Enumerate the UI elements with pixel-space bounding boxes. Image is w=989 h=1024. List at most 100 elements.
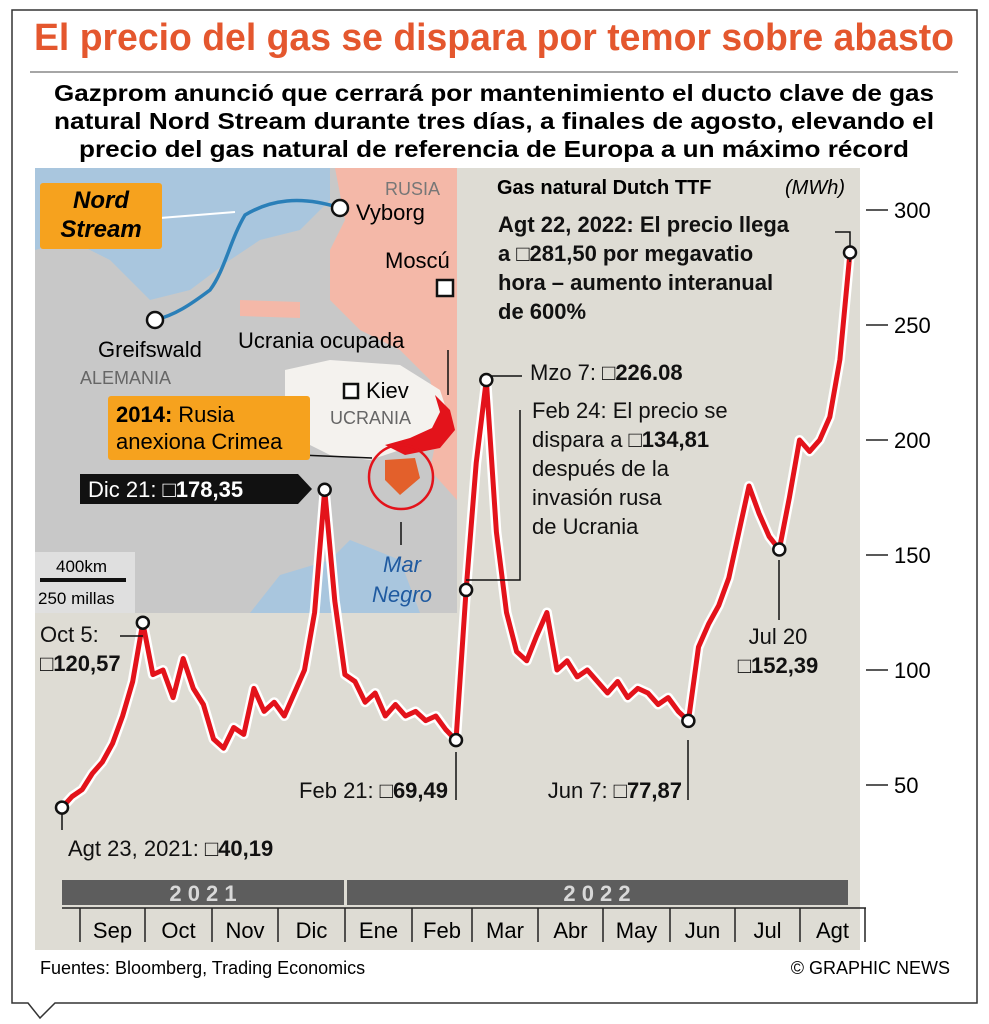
- month-label: Jun: [685, 918, 720, 943]
- annotation-value: □77,87: [614, 778, 682, 803]
- russia: [330, 168, 457, 500]
- month-label: Dic: [296, 918, 328, 943]
- annotation-value: □40,19: [205, 836, 273, 861]
- annotation-value: □281,50: [516, 241, 597, 266]
- y-tick-label: 50: [894, 773, 918, 798]
- annotation-dot: [842, 245, 858, 260]
- title: El precio del gas se dispara por temor s…: [34, 17, 954, 59]
- annotation-text: Oct 5:: [40, 622, 99, 647]
- year-bar: [62, 880, 344, 905]
- annotation-value: □120,57: [40, 651, 121, 676]
- annotation-text: hora – aumento interanual: [498, 270, 773, 295]
- annotation-text: de 600%: [498, 299, 586, 324]
- source: Fuentes: Bloomberg, Trading Economics: [40, 958, 365, 978]
- annotation-value: □69,49: [380, 778, 448, 803]
- month-label: Mar: [486, 918, 524, 943]
- month-label: Feb: [423, 918, 461, 943]
- map-label: Vyborg: [356, 200, 425, 225]
- subtitle: precio del gas natural de referencia de …: [79, 136, 909, 162]
- annotation-dot: [54, 800, 70, 815]
- annotation-line: Dic 21: □178,35: [88, 477, 243, 502]
- month-label: Sep: [93, 918, 132, 943]
- annotation-text: Feb 24: El precio se: [532, 398, 728, 423]
- annotation-text: Jul 20: [749, 624, 808, 649]
- callout-text: Nord: [73, 187, 130, 214]
- leader: [299, 454, 373, 459]
- annotation-text: Agt 22, 2022: El precio llega: [498, 212, 790, 237]
- annotation-value: □152,39: [738, 653, 819, 678]
- annotation-line: Agt 23, 2021: □40,19: [68, 836, 273, 861]
- y-tick-label: 150: [894, 543, 931, 568]
- annotation-dot: [317, 482, 332, 498]
- y-tick-label: 200: [894, 428, 931, 453]
- year-label: 2 0 2 2: [563, 881, 630, 906]
- callout-text: 2014: Rusia: [116, 402, 235, 427]
- annotation-line: Mzo 7: □226.08: [530, 360, 683, 385]
- map-label: Moscú: [385, 248, 450, 273]
- occupied-area: [385, 395, 455, 455]
- annotation-line: □152,39: [738, 653, 819, 678]
- sea-label: Negro: [372, 582, 432, 607]
- scale-label: 400km: [56, 557, 107, 576]
- annotation-value: □134,81: [629, 427, 710, 452]
- annotation-text: Jun 7:: [548, 778, 608, 803]
- scale-bar: [40, 578, 126, 582]
- annotation-line: a □281,50 por megavatio: [498, 241, 753, 266]
- city-marker: [330, 198, 350, 218]
- map-label: Greifswald: [98, 337, 202, 362]
- crimea-circle: [367, 443, 435, 511]
- annotation-text: por megavatio: [603, 241, 753, 266]
- annotation-dot: [458, 582, 474, 598]
- annotation-text: dispara a: [532, 427, 623, 452]
- city-marker: [145, 310, 165, 330]
- crimea: [385, 458, 420, 495]
- month-label: Agt: [816, 918, 849, 943]
- ukraine: [285, 360, 450, 460]
- year-bar: [347, 880, 848, 905]
- annotation-dot: [135, 615, 151, 630]
- callout-box: [40, 183, 162, 249]
- callout-text: Rusia: [178, 402, 235, 427]
- annotation-text: Mzo 7:: [530, 360, 596, 385]
- callout-box: [108, 396, 310, 460]
- chart-title: Gas natural Dutch TTF: [497, 177, 711, 199]
- annotation-text: invasión rusa: [532, 485, 662, 510]
- annotation-dot: [772, 542, 787, 557]
- map-label: Ucrania ocupada: [238, 328, 405, 353]
- annotation-line: Feb 21: □69,49: [299, 778, 448, 803]
- leader: [159, 211, 236, 219]
- month-label: Jul: [753, 918, 781, 943]
- month-label: Nov: [225, 918, 264, 943]
- map-label: RUSIA: [385, 179, 440, 199]
- annotation-text: a: [498, 241, 511, 266]
- month-label: Abr: [553, 918, 587, 943]
- annotation-value: □226.08: [602, 360, 683, 385]
- annotation-dot: [681, 713, 696, 729]
- annotation-text: de Ucrania: [532, 514, 639, 539]
- y-tick-label: 100: [894, 658, 931, 683]
- map-label: Kiev: [366, 378, 409, 403]
- map-label: UCRANIA: [330, 408, 411, 428]
- annotation-text: después de la: [532, 456, 670, 481]
- callout-arrow: [80, 474, 312, 504]
- capital-marker: [342, 382, 360, 400]
- annotation-line: Jun 7: □77,87: [548, 778, 682, 803]
- month-label: Ene: [359, 918, 398, 943]
- kaliningrad: [240, 300, 300, 318]
- month-label: Oct: [161, 918, 195, 943]
- subtitle: Gazprom anunció que cerrará por mantenim…: [54, 80, 934, 106]
- map: RUSIA Vyborg Moscú Greifswald Ucrania oc…: [35, 168, 457, 613]
- month-label: May: [616, 918, 658, 943]
- annotation-line: dispara a □134,81: [532, 427, 709, 452]
- unit-label: (MWh): [785, 177, 845, 199]
- credit: © GRAPHIC NEWS: [791, 958, 950, 978]
- annotation-dot: [448, 732, 464, 748]
- pipeline: [154, 198, 341, 322]
- callout-year: 2014:: [116, 402, 172, 427]
- leader: [466, 410, 521, 581]
- annotation-value: □178,35: [162, 477, 243, 502]
- annotation-dot: [479, 372, 494, 388]
- annotation-line: □120,57: [40, 651, 121, 676]
- annotation-text: Feb 21:: [299, 778, 374, 803]
- sea-label: Mar: [383, 552, 423, 577]
